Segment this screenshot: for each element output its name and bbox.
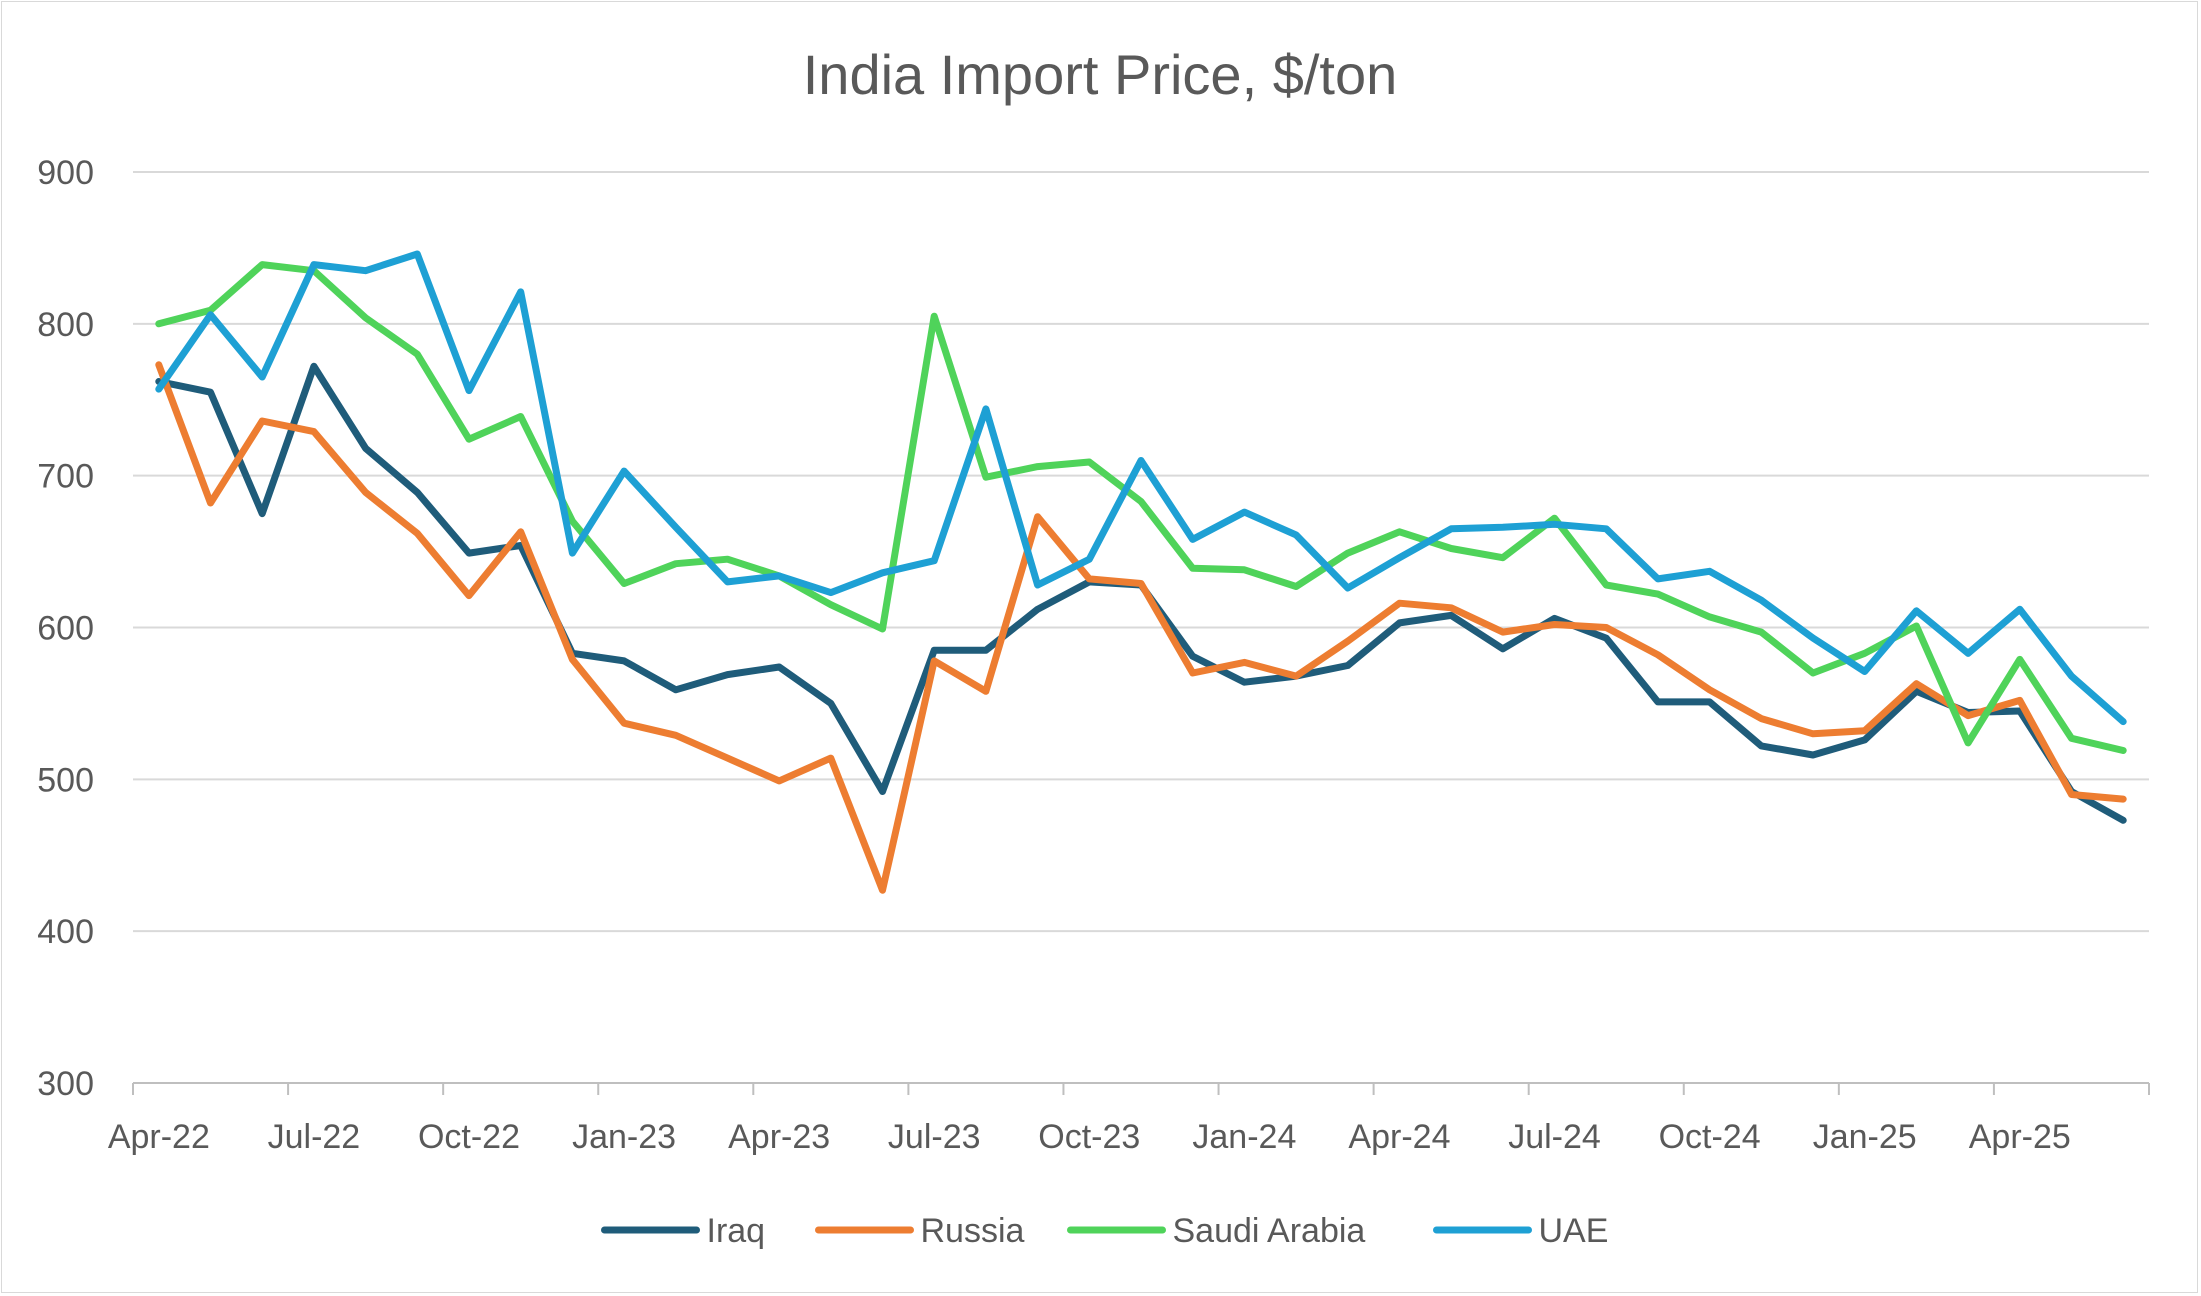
- x-axis-labels: Apr-22 Jul-22 Oct-22 Jan-23 Apr-23 Jul-23 Oct-…: [108, 1118, 2071, 1156]
- x-tick-label: Jan-24: [1192, 1118, 1296, 1156]
- x-tick-label: Apr-23: [728, 1118, 830, 1156]
- y-tick-label: 300: [37, 1065, 94, 1103]
- chart-title: India Import Price, $/ton: [803, 43, 1398, 106]
- x-tick-label: Oct-24: [1659, 1118, 1761, 1156]
- legend-item-russia: Russia: [815, 1212, 1025, 1250]
- x-tick-label: Oct-22: [418, 1118, 520, 1156]
- legend-label: Saudi Arabia: [1173, 1212, 1366, 1250]
- series-line-saudi-arabia: [155, 261, 2127, 754]
- legend-label: Russia: [921, 1212, 1025, 1250]
- y-tick-label: 700: [37, 458, 94, 496]
- x-tick-label: Apr-25: [1969, 1118, 2071, 1156]
- x-tick-label: Jan-25: [1813, 1118, 1917, 1156]
- series-line-russia: [155, 361, 2127, 894]
- x-tick-label: Jul-23: [888, 1118, 981, 1156]
- legend-label: UAE: [1539, 1212, 1609, 1250]
- legend-item-saudi-arabia: Saudi Arabia: [1067, 1212, 1366, 1250]
- y-tick-label: 500: [37, 761, 94, 799]
- legend-item-iraq: Iraq: [601, 1212, 766, 1250]
- y-axis: 300 400 500 600 700 800 900: [37, 154, 94, 1103]
- series-lines: [155, 250, 2127, 894]
- x-tick-label: Jan-23: [572, 1118, 676, 1156]
- series-line-uae: [155, 250, 2127, 726]
- x-tick-label: Apr-24: [1348, 1118, 1450, 1156]
- x-tick-label: Jul-22: [268, 1118, 361, 1156]
- y-tick-label: 800: [37, 306, 94, 344]
- x-tick-label: Oct-23: [1038, 1118, 1140, 1156]
- y-tick-label: 600: [37, 610, 94, 648]
- y-tick-label: 400: [37, 913, 94, 951]
- legend: Iraq Russia Saudi Arabia UAE: [601, 1212, 1609, 1250]
- y-tick-label: 900: [37, 154, 94, 192]
- legend-item-uae: UAE: [1433, 1212, 1609, 1250]
- x-axis: [132, 1082, 2150, 1095]
- x-tick-label: Jul-24: [1508, 1118, 1601, 1156]
- x-tick-label: Apr-22: [108, 1118, 210, 1156]
- gridlines: [133, 171, 2149, 933]
- series-line-iraq: [155, 362, 2127, 824]
- legend-label: Iraq: [707, 1212, 766, 1250]
